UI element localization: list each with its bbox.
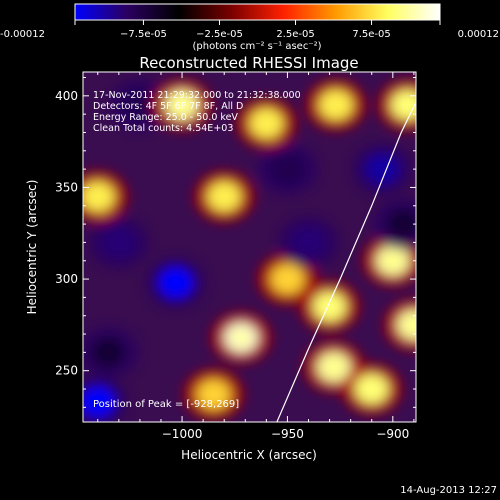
y-tick-label: 400	[55, 89, 78, 103]
x-tick-label: −1000	[162, 427, 203, 441]
heatmap-image	[83, 72, 416, 422]
heatmap-blob-core	[196, 379, 231, 410]
heatmap-blob-core	[312, 291, 347, 322]
colorbar-tick-label: 7.5e-05	[352, 29, 390, 40]
colorbar-unit-label: (photons cm⁻² s⁻¹ asec⁻²)	[192, 41, 321, 52]
x-axis-label: Heliocentric X (arcsec)	[181, 448, 317, 462]
heatmap-blob-core	[207, 181, 242, 212]
annotation-line: Energy Range: 25.0 - 50.0 keV	[93, 112, 238, 123]
colorbar-gradient	[74, 3, 441, 21]
heatmap-blob-core	[386, 208, 416, 240]
x-axis-ticks: −1000 −950 −900	[97, 72, 415, 441]
heatmap-blob-peak	[326, 361, 341, 374]
solar-limb-curve	[276, 100, 416, 422]
chart-title: Reconstructed RHESSI Image	[139, 54, 358, 72]
plot-frame	[82, 71, 417, 423]
heatmap-blob-core	[158, 267, 193, 299]
y-tick-label: 250	[55, 364, 78, 378]
heatmap-blob-core	[91, 337, 126, 368]
colorbar-tick-label: −2.5e-05	[196, 29, 243, 40]
y-axis-label: Heliocentric Y (arcsec)	[25, 180, 39, 315]
colorbar-tick-label: 2.5e-05	[276, 29, 314, 40]
colorbar-tick-label: -0.00012	[0, 29, 45, 40]
heatmap-blob-core	[249, 108, 284, 139]
annotation-line: 17-Nov-2011 21:29:32.000 to 21:32:38.000	[93, 90, 301, 101]
heatmap-blob-core	[270, 153, 305, 185]
heatmap-blob-core	[83, 386, 115, 418]
heatmap-blob-core	[354, 373, 389, 405]
y-tick-label: 350	[55, 180, 78, 194]
annotation-line: Clean Total counts: 4.54E+03	[93, 123, 233, 134]
colorbar: -0.00012 −7.5e-05 −2.5e-05 2.5e-05 7.5e-05 0.…	[0, 3, 499, 52]
heatmap-blob-peak	[406, 318, 416, 331]
timestamp: 14-Aug-2013 12:27	[400, 485, 497, 496]
peak-position-label: Position of Peak = [-928,269]	[93, 399, 239, 410]
annotation-line: Detectors: 4F 5F 6F 7F 8F, All D	[93, 101, 243, 112]
heatmap-blob-core	[101, 227, 136, 258]
heatmap-blob-core	[122, 89, 157, 121]
colorbar-ticks	[74, 20, 441, 25]
y-axis-ticks: 250 300 350 400	[55, 76, 416, 408]
heatmap-blob-core	[270, 263, 305, 295]
colorbar-tick-label: −7.5e-05	[120, 29, 167, 40]
heatmap-blob-core	[83, 181, 115, 212]
colorbar-tick-labels: -0.00012 −7.5e-05 −2.5e-05 2.5e-05 7.5e-05 0.…	[0, 29, 499, 40]
heatmap-blob-core	[365, 153, 400, 185]
colorbar-tick-label: 0.00012	[458, 29, 499, 40]
y-tick-label: 300	[55, 272, 78, 286]
heatmap-blob-peak	[385, 254, 400, 267]
heatmap-blob-core	[318, 89, 353, 121]
heatmap-blob-core	[396, 309, 416, 341]
x-tick-label: −900	[376, 427, 409, 441]
heatmap-blob-peak	[175, 98, 190, 111]
x-tick-label: −950	[271, 427, 304, 441]
plot-area: −1000 −950 −900 250 300 350 400	[55, 71, 417, 441]
heatmap-blob-core	[390, 89, 416, 121]
heatmap-blob-core	[291, 227, 326, 258]
heatmap-blobs	[83, 79, 416, 422]
heatmap-blob-peak	[234, 331, 249, 344]
annotations: 17-Nov-2011 21:29:32.000 to 21:32:38.000…	[93, 90, 301, 134]
